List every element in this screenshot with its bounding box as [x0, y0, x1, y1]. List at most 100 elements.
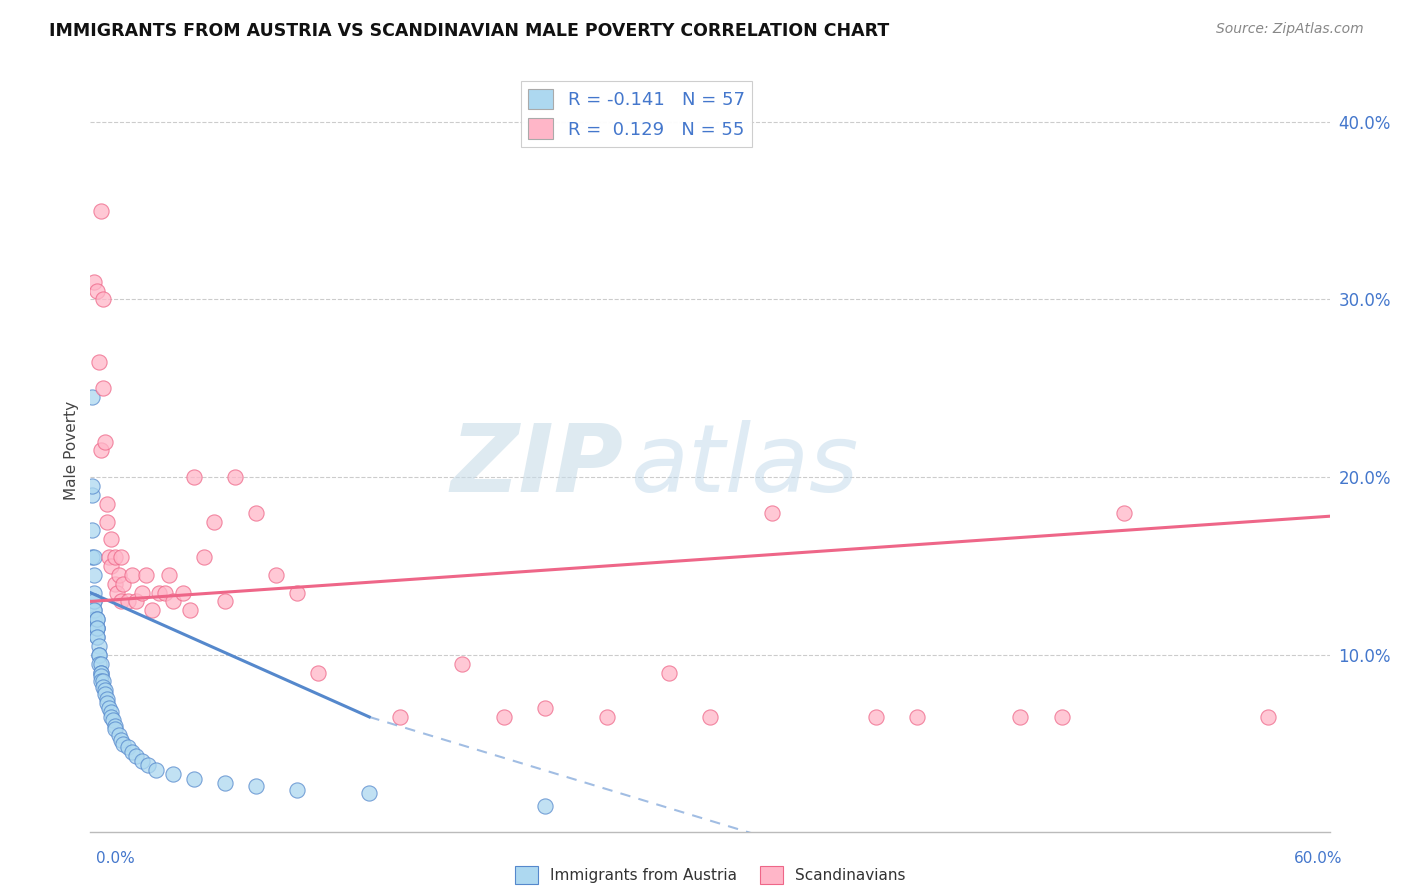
Point	[90, 657, 112, 671]
Point	[90, 203, 112, 218]
Point	[1050, 710, 1073, 724]
Point	[83, 275, 105, 289]
Point	[87, 648, 110, 662]
Point	[285, 585, 308, 599]
Point	[125, 749, 148, 764]
Point	[224, 470, 246, 484]
Point	[183, 772, 205, 786]
Point	[100, 533, 122, 547]
Point	[90, 443, 112, 458]
Point	[534, 701, 557, 715]
Point	[87, 639, 110, 653]
Point	[83, 585, 105, 599]
Point	[83, 594, 105, 608]
Point	[136, 758, 159, 772]
Text: 60.0%: 60.0%	[1295, 852, 1343, 866]
Point	[125, 594, 148, 608]
Point	[90, 674, 112, 689]
Point	[97, 549, 120, 564]
Point	[90, 669, 112, 683]
Point	[245, 779, 267, 793]
Point	[1257, 710, 1279, 724]
Point	[82, 524, 104, 538]
Point	[596, 710, 619, 724]
Point	[100, 710, 122, 724]
Point	[94, 687, 117, 701]
Legend: R = -0.141   N = 57, R =  0.129   N = 55: R = -0.141 N = 57, R = 0.129 N = 55	[520, 81, 752, 146]
Point	[905, 710, 928, 724]
Point	[112, 576, 135, 591]
Point	[658, 665, 681, 680]
Point	[87, 648, 110, 662]
Point	[86, 621, 108, 635]
Point	[82, 390, 104, 404]
Point	[87, 354, 110, 368]
Point	[389, 710, 412, 724]
Point	[245, 506, 267, 520]
Point	[100, 558, 122, 573]
Point	[148, 585, 170, 599]
Text: 0.0%: 0.0%	[96, 852, 135, 866]
Point	[91, 293, 114, 307]
Text: Source: ZipAtlas.com: Source: ZipAtlas.com	[1216, 22, 1364, 37]
Point	[83, 594, 105, 608]
Y-axis label: Male Poverty: Male Poverty	[65, 401, 79, 500]
Point	[96, 497, 118, 511]
Point	[82, 479, 104, 493]
Point	[214, 775, 236, 789]
Point	[141, 603, 163, 617]
Point	[94, 683, 117, 698]
Point	[451, 657, 474, 671]
Point	[90, 665, 112, 680]
Point	[108, 567, 131, 582]
Point	[86, 621, 108, 635]
Point	[104, 719, 127, 733]
Point	[110, 594, 132, 608]
Point	[96, 692, 118, 706]
Point	[96, 696, 118, 710]
Point	[162, 594, 184, 608]
Point	[91, 381, 114, 395]
Text: atlas: atlas	[630, 420, 858, 511]
Point	[153, 585, 176, 599]
Point	[492, 710, 515, 724]
Point	[131, 755, 153, 769]
Point	[104, 549, 127, 564]
Point	[193, 549, 215, 564]
Point	[104, 723, 127, 737]
Point	[83, 603, 105, 617]
Point	[83, 603, 105, 617]
Point	[83, 612, 105, 626]
Point	[172, 585, 194, 599]
Point	[87, 657, 110, 671]
Point	[307, 665, 329, 680]
Point	[121, 746, 143, 760]
Point	[82, 488, 104, 502]
Point	[110, 733, 132, 747]
Point	[131, 585, 153, 599]
Point	[761, 506, 783, 520]
Point	[100, 705, 122, 719]
Point	[266, 567, 288, 582]
Point	[86, 612, 108, 626]
Point	[183, 470, 205, 484]
Point	[202, 515, 225, 529]
Point	[82, 549, 104, 564]
Point	[108, 728, 131, 742]
Point	[86, 630, 108, 644]
Text: ZIP: ZIP	[450, 420, 623, 512]
Point	[157, 567, 180, 582]
Point	[699, 710, 721, 724]
Point	[96, 515, 118, 529]
Point	[285, 782, 308, 797]
Point	[94, 434, 117, 449]
Point	[1112, 506, 1135, 520]
Point	[117, 594, 139, 608]
Point	[1010, 710, 1032, 724]
Point	[117, 740, 139, 755]
Point	[83, 549, 105, 564]
Point	[86, 612, 108, 626]
Point	[83, 567, 105, 582]
Point	[86, 621, 108, 635]
Point	[86, 630, 108, 644]
